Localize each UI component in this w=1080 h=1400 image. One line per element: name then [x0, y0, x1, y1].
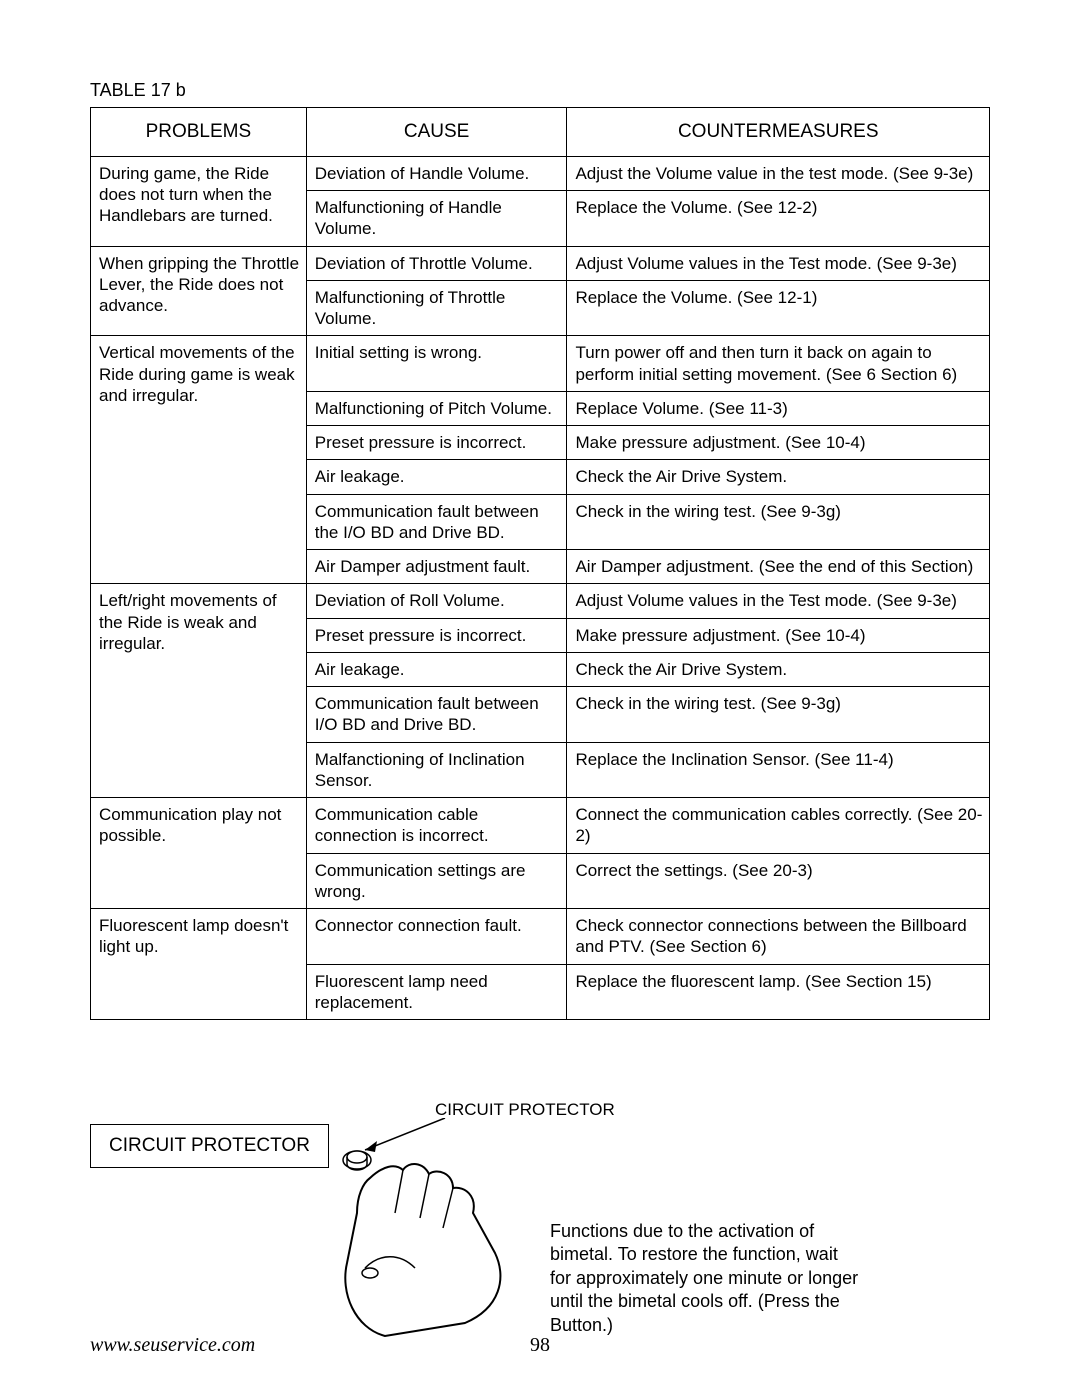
cell-cause: Deviation of Roll Volume. [306, 584, 567, 618]
cell-cause: Communication fault between the I/O BD a… [306, 494, 567, 550]
cell-cause: Malfunctioning of Pitch Volume. [306, 391, 567, 425]
cell-countermeasure: Connect the communication cables correct… [567, 798, 990, 854]
cell-countermeasure: Make pressure adjustment. (See 10-4) [567, 426, 990, 460]
cell-cause: Connector connection fault. [306, 909, 567, 965]
hand-pressing-button-icon [325, 1118, 545, 1348]
cell-problem: Fluorescent lamp doesn't light up. [91, 909, 307, 1020]
circuit-protector-small-label: CIRCUIT PROTECTOR [435, 1100, 615, 1120]
cell-countermeasure: Adjust Volume values in the Test mode. (… [567, 246, 990, 280]
cell-countermeasure: Air Damper adjustment. (See the end of t… [567, 550, 990, 584]
cell-countermeasure: Replace the fluorescent lamp. (See Secti… [567, 964, 990, 1020]
cell-cause: Communication fault between I/O BD and D… [306, 687, 567, 743]
header-cause: CAUSE [306, 108, 567, 157]
cell-cause: Malfunctioning of Handle Volume. [306, 191, 567, 247]
cell-countermeasure: Check connector connections between the … [567, 909, 990, 965]
cell-cause: Preset pressure is incorrect. [306, 618, 567, 652]
cell-countermeasure: Replace Volume. (See 11-3) [567, 391, 990, 425]
table-caption: TABLE 17 b [90, 80, 990, 101]
circuit-protector-text: Functions due to the activation of bimet… [550, 1220, 860, 1337]
table-header-row: PROBLEMS CAUSE COUNTERMEASURES [91, 108, 990, 157]
footer-url: www.seuservice.com [90, 1334, 255, 1357]
table-row: When gripping the Throttle Lever, the Ri… [91, 246, 990, 280]
cell-countermeasure: Check in the wiring test. (See 9-3g) [567, 687, 990, 743]
cell-problem: During game, the Ride does not turn when… [91, 156, 307, 246]
troubleshooting-table: PROBLEMS CAUSE COUNTERMEASURES During ga… [90, 107, 990, 1020]
table-row: Fluorescent lamp doesn't light up.Connec… [91, 909, 990, 965]
table-row: Left/right movements of the Ride is weak… [91, 584, 990, 618]
cell-cause: Deviation of Handle Volume. [306, 156, 567, 190]
cell-countermeasure: Check in the wiring test. (See 9-3g) [567, 494, 990, 550]
table-row: During game, the Ride does not turn when… [91, 156, 990, 190]
circuit-protector-box: CIRCUIT PROTECTOR [90, 1124, 329, 1168]
cell-countermeasure: Adjust Volume values in the Test mode. (… [567, 584, 990, 618]
header-countermeasures: COUNTERMEASURES [567, 108, 990, 157]
cell-cause: Communication settings are wrong. [306, 853, 567, 909]
cell-cause: Air Damper adjustment fault. [306, 550, 567, 584]
cell-countermeasure: Check the Air Drive System. [567, 652, 990, 686]
cell-cause: Communication cable connection is incorr… [306, 798, 567, 854]
cell-countermeasure: Replace the Inclination Sensor. (See 11-… [567, 742, 990, 798]
cell-cause: Deviation of Throttle Volume. [306, 246, 567, 280]
cell-problem: Vertical movements of the Ride during ga… [91, 336, 307, 584]
cell-countermeasure: Adjust the Volume value in the test mode… [567, 156, 990, 190]
cell-countermeasure: Turn power off and then turn it back on … [567, 336, 990, 392]
cell-problem: Communication play not possible. [91, 798, 307, 909]
cell-countermeasure: Check the Air Drive System. [567, 460, 990, 494]
table-row: Communication play not possible.Communic… [91, 798, 990, 854]
cell-countermeasure: Make pressure adjustment. (See 10-4) [567, 618, 990, 652]
cell-cause: Air leakage. [306, 460, 567, 494]
cell-cause: Malfanctioning of Inclination Sensor. [306, 742, 567, 798]
cell-countermeasure: Replace the Volume. (See 12-1) [567, 280, 990, 336]
cell-cause: Preset pressure is incorrect. [306, 426, 567, 460]
cell-countermeasure: Replace the Volume. (See 12-2) [567, 191, 990, 247]
footer-page-number: 98 [530, 1334, 550, 1357]
cell-cause: Air leakage. [306, 652, 567, 686]
header-problems: PROBLEMS [91, 108, 307, 157]
cell-cause: Malfunctioning of Throttle Volume. [306, 280, 567, 336]
cell-countermeasure: Correct the settings. (See 20-3) [567, 853, 990, 909]
table-row: Vertical movements of the Ride during ga… [91, 336, 990, 392]
cell-problem: Left/right movements of the Ride is weak… [91, 584, 307, 798]
cell-problem: When gripping the Throttle Lever, the Ri… [91, 246, 307, 336]
cell-cause: Fluorescent lamp need replacement. [306, 964, 567, 1020]
cell-cause: Initial setting is wrong. [306, 336, 567, 392]
